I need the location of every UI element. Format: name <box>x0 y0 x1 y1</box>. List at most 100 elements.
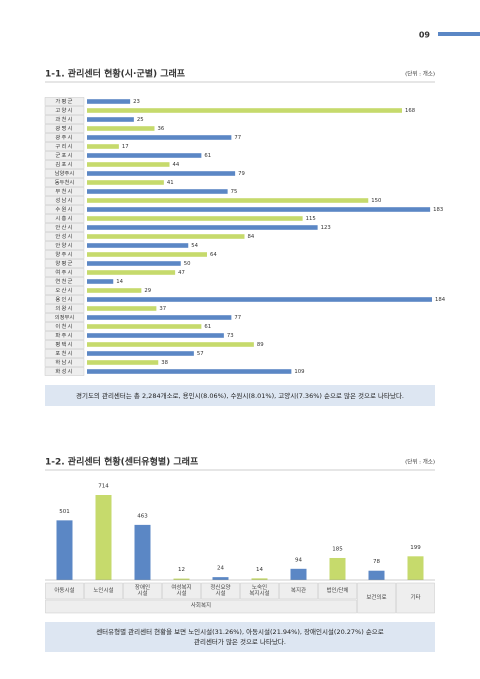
category-label: 김포시 <box>55 161 73 168</box>
value-label: 115 <box>306 216 316 222</box>
bar <box>87 117 134 122</box>
category-cell <box>45 582 84 600</box>
category-box <box>44 331 85 340</box>
category-label: 안성시 <box>55 232 73 240</box>
category-label: 노숙인 복지시설 <box>249 584 270 598</box>
category-box <box>44 115 85 124</box>
category-box <box>44 367 85 376</box>
category-cell <box>201 582 240 600</box>
bar <box>407 556 424 580</box>
bar <box>87 324 202 329</box>
category-box <box>44 169 85 178</box>
category-cell <box>240 582 279 600</box>
bar <box>87 288 142 293</box>
category-label: 이천시 <box>55 322 73 330</box>
bar <box>87 99 131 104</box>
value-label: 123 <box>321 225 331 231</box>
value-label: 84 <box>248 234 255 240</box>
value-label: 184 <box>435 297 446 303</box>
category-box <box>44 277 85 286</box>
category-label: 용인시 <box>55 296 73 303</box>
value-label: 64 <box>210 252 217 258</box>
value-label: 54 <box>191 243 198 249</box>
value-label: 109 <box>294 369 304 375</box>
bar <box>290 568 307 580</box>
category-label: 동두천시 <box>55 179 75 186</box>
category-box <box>44 178 85 187</box>
value-label: 37 <box>159 306 166 312</box>
bar <box>87 171 236 176</box>
category-label: 여성복지 시설 <box>171 584 192 598</box>
bar <box>87 126 155 131</box>
category-box <box>44 241 85 250</box>
group-label: 사회복지 <box>190 603 212 610</box>
value-label: 183 <box>433 207 443 213</box>
value-label: 47 <box>178 270 185 276</box>
category-label: 부천시 <box>55 188 73 195</box>
bar <box>87 261 181 266</box>
category-label: 과천시 <box>55 115 73 123</box>
value-label: 185 <box>332 546 343 552</box>
category-label: 군포시 <box>55 152 73 159</box>
category-box <box>44 313 85 322</box>
bar <box>87 279 114 284</box>
bar <box>87 135 232 140</box>
value-label: 17 <box>122 144 129 150</box>
value-label: 50 <box>184 261 191 267</box>
bar <box>87 216 303 221</box>
bar <box>87 315 232 320</box>
category-label: 장애인 시설 <box>134 584 151 598</box>
value-label: 463 <box>137 513 148 519</box>
chart-title: 1-1. 관리센터 현황(시·군별) 그래프 <box>45 68 186 80</box>
value-label: 199 <box>410 545 421 551</box>
category-box <box>44 232 85 241</box>
bar <box>134 524 151 580</box>
value-label: 24 <box>217 566 224 572</box>
bar <box>87 342 254 347</box>
bar <box>251 578 268 580</box>
category-box <box>44 358 85 367</box>
value-label: 25 <box>137 117 144 123</box>
page-number: 09 <box>419 31 431 40</box>
category-cell <box>162 582 201 600</box>
value-label: 168 <box>405 108 416 114</box>
category-box <box>44 295 85 304</box>
category-box <box>44 268 85 277</box>
value-label: 89 <box>257 342 264 348</box>
category-box <box>44 187 85 196</box>
category-label: 기타 <box>410 594 421 601</box>
value-label: 61 <box>204 324 211 330</box>
bar <box>87 207 431 212</box>
value-label: 79 <box>238 171 245 177</box>
bar <box>173 578 190 580</box>
bar <box>212 577 229 580</box>
category-box <box>44 124 85 133</box>
category-box <box>44 106 85 115</box>
category-label: 광명시 <box>55 125 73 132</box>
value-label: 44 <box>173 162 180 168</box>
category-label: 안양시 <box>55 241 73 249</box>
bar <box>87 153 202 158</box>
bar <box>87 234 245 239</box>
category-label: 오산시 <box>55 286 73 294</box>
category-box <box>44 151 85 160</box>
category-label: 의왕시 <box>55 304 73 312</box>
category-box <box>44 223 85 232</box>
bar <box>87 297 432 302</box>
value-label: 41 <box>167 180 174 186</box>
value-label: 78 <box>373 559 380 565</box>
category-box <box>44 304 85 313</box>
category-box <box>44 322 85 331</box>
category-label: 파주시 <box>55 331 73 339</box>
value-label: 501 <box>59 509 70 515</box>
category-label: 양주시 <box>55 250 73 258</box>
value-label: 29 <box>144 288 151 294</box>
category-cell <box>123 582 162 600</box>
category-label: 시흥시 <box>55 214 73 222</box>
category-label: 수원시 <box>55 205 73 213</box>
value-label: 36 <box>158 126 165 132</box>
value-label: 73 <box>227 333 234 339</box>
bar <box>368 570 385 580</box>
value-label: 75 <box>231 189 238 195</box>
